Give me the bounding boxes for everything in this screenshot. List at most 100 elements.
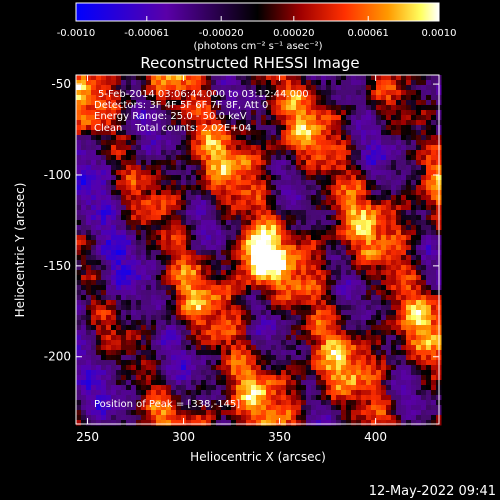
heatmap-cell — [206, 345, 212, 351]
heatmap-cell — [271, 340, 277, 346]
heatmap-cell — [411, 215, 417, 221]
heatmap-cell — [196, 135, 202, 141]
heatmap-cell — [396, 90, 402, 96]
heatmap-cell — [431, 80, 437, 86]
heatmap-cell — [146, 280, 152, 286]
heatmap-cell — [291, 325, 297, 331]
heatmap-cell — [291, 265, 297, 271]
heatmap-cell — [261, 345, 267, 351]
heatmap-cell — [161, 290, 167, 296]
heatmap-cell — [336, 395, 342, 401]
heatmap-cell — [161, 80, 167, 86]
heatmap-cell — [421, 250, 427, 256]
heatmap-cell — [256, 375, 262, 381]
heatmap-cell — [106, 95, 112, 101]
heatmap-cell — [221, 85, 227, 91]
heatmap-cell — [396, 265, 402, 271]
heatmap-cell — [371, 250, 377, 256]
heatmap-cell — [191, 375, 197, 381]
heatmap-cell — [176, 340, 182, 346]
heatmap-cell — [141, 395, 147, 401]
heatmap-cell — [426, 370, 432, 376]
heatmap-cell — [176, 280, 182, 286]
heatmap-cell — [376, 265, 382, 271]
heatmap-cell — [406, 170, 412, 176]
heatmap-cell — [406, 200, 412, 206]
heatmap-cell — [76, 335, 82, 341]
heatmap-cell — [346, 395, 352, 401]
heatmap-cell — [401, 80, 407, 86]
heatmap-cell — [131, 290, 137, 296]
heatmap-cell — [391, 275, 397, 281]
heatmap-cell — [311, 225, 317, 231]
heatmap-cell — [106, 215, 112, 221]
heatmap-cell — [311, 170, 317, 176]
heatmap-cell — [291, 175, 297, 181]
heatmap-cell — [266, 130, 272, 136]
heatmap-cell — [386, 130, 392, 136]
heatmap-cell — [351, 340, 357, 346]
heatmap-cell — [171, 95, 177, 101]
heatmap-cell — [121, 135, 127, 141]
heatmap-cell — [251, 265, 257, 271]
heatmap-cell — [236, 245, 242, 251]
heatmap-cell — [81, 245, 87, 251]
heatmap-cell — [141, 335, 147, 341]
heatmap-cell — [76, 150, 82, 156]
heatmap-cell — [171, 295, 177, 301]
heatmap-cell — [316, 145, 322, 151]
heatmap-cell — [416, 210, 422, 216]
heatmap-cell — [366, 180, 372, 186]
heatmap-cell — [391, 395, 397, 401]
heatmap-cell — [286, 345, 292, 351]
heatmap-cell — [106, 240, 112, 246]
heatmap-cell — [151, 115, 157, 121]
heatmap-cell — [136, 365, 142, 371]
heatmap-cell — [346, 195, 352, 201]
heatmap-cell — [346, 380, 352, 386]
heatmap-cell — [341, 335, 347, 341]
heatmap-cell — [336, 265, 342, 271]
heatmap-cell — [381, 255, 387, 261]
heatmap-cell — [161, 390, 167, 396]
heatmap-cell — [101, 135, 107, 141]
heatmap-cell — [431, 85, 437, 91]
heatmap-cell — [231, 175, 237, 181]
heatmap-cell — [206, 275, 212, 281]
heatmap-cell — [176, 215, 182, 221]
heatmap-cell — [171, 130, 177, 136]
heatmap-cell — [201, 160, 207, 166]
heatmap-cell — [201, 295, 207, 301]
heatmap-cell — [336, 200, 342, 206]
heatmap-cell — [196, 185, 202, 191]
heatmap-cell — [191, 180, 197, 186]
heatmap-cell — [256, 135, 262, 141]
heatmap-cell — [156, 365, 162, 371]
heatmap-cell — [356, 280, 362, 286]
heatmap-cell — [146, 110, 152, 116]
heatmap-cell — [361, 345, 367, 351]
heatmap-cell — [291, 395, 297, 401]
heatmap-cell — [91, 120, 97, 126]
heatmap-cell — [381, 300, 387, 306]
heatmap-cell — [246, 240, 252, 246]
heatmap-cell — [396, 240, 402, 246]
heatmap-cell — [276, 275, 282, 281]
heatmap-cell — [231, 300, 237, 306]
heatmap-cell — [296, 340, 302, 346]
heatmap-cell — [181, 210, 187, 216]
heatmap-cell — [306, 90, 312, 96]
heatmap-cell — [356, 260, 362, 266]
heatmap-cell — [266, 230, 272, 236]
heatmap-cell — [331, 250, 337, 256]
heatmap-cell — [251, 130, 257, 136]
heatmap-cell — [291, 365, 297, 371]
heatmap-cell — [131, 335, 137, 341]
heatmap-cell — [186, 80, 192, 86]
heatmap-cell — [91, 155, 97, 161]
heatmap-cell — [341, 365, 347, 371]
heatmap-cell — [91, 225, 97, 231]
heatmap-cell — [216, 390, 222, 396]
heatmap-cell — [271, 165, 277, 171]
heatmap-cell — [191, 250, 197, 256]
